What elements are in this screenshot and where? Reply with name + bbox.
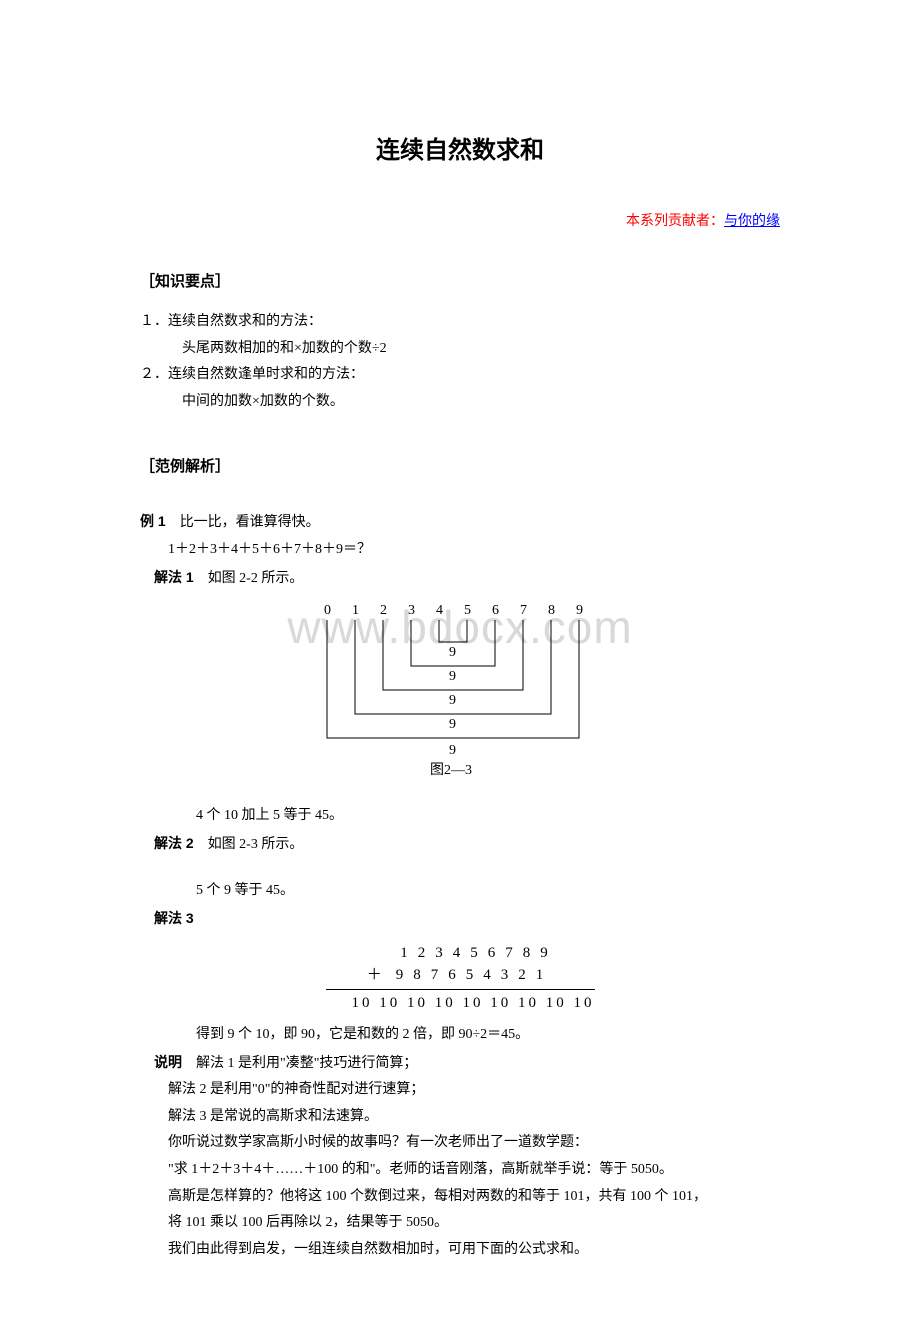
explain-line-4: 你听说过数学家高斯小时候的故事吗？有一次老师出了一道数学题： [168, 1130, 780, 1157]
svg-text:9: 9 [449, 743, 456, 758]
explain-line-3: 解法 3 是常说的高斯求和法速算。 [168, 1104, 780, 1131]
explain-line-7: 将 101 乘以 100 后再除以 2，结果等于 5050。 [168, 1210, 780, 1237]
addition-row-2: ＋987654321 [326, 964, 595, 990]
svg-text:8: 8 [548, 603, 555, 618]
svg-text:0: 0 [324, 603, 331, 618]
method-3-result: 得到 9 个 10，即 90，它是和数的 2 倍，即 90÷2＝45。 [196, 1022, 780, 1049]
svg-text:1: 1 [352, 603, 359, 618]
explain-line-8: 我们由此得到启发，一组连续自然数相加时，可用下面的公式求和。 [168, 1237, 780, 1264]
method-1: 解法 1 如图 2-2 所示。 [154, 564, 780, 593]
explain-line-6: 高斯是怎样算的？他将这 100 个数倒过来，每相对两数的和等于 101，共有 1… [168, 1184, 780, 1211]
addition-row-1: 123456789 [326, 942, 595, 965]
knowledge-point-1: １．连续自然数求和的方法： [140, 309, 780, 336]
knowledge-header: ［知识要点］ [140, 270, 780, 291]
method-2-result: 5 个 9 等于 45。 [196, 878, 780, 905]
knowledge-point-1-detail: 头尾两数相加的和×加数的个数÷2 [182, 336, 780, 363]
svg-text:4: 4 [436, 603, 443, 618]
svg-text:2: 2 [380, 603, 387, 618]
svg-text:7: 7 [520, 603, 527, 618]
figure-2-3: 0 1 2 3 4 5 6 7 8 9 [140, 600, 780, 795]
example-1-title: 例 1 比一比，看谁算得快。 [140, 508, 780, 537]
contributor-label: 本系列贡献者： [626, 212, 724, 228]
example-1-equation: 1＋2＋3＋4＋5＋6＋7＋8＋9＝？ [168, 537, 780, 564]
figure-caption: 图2—3 [430, 763, 472, 778]
contributor-link[interactable]: 与你的缘 [724, 214, 780, 229]
svg-text:9: 9 [449, 645, 456, 660]
svg-text:9: 9 [449, 717, 456, 732]
method-3: 解法 3 [154, 905, 780, 934]
explanation: 说明 解法 1 是利用"凑整"技巧进行简算； [154, 1049, 780, 1078]
svg-text:9: 9 [449, 693, 456, 708]
explain-line-2: 解法 2 是利用"0"的神奇性配对进行速算； [168, 1077, 780, 1104]
method-1-result: 4 个 10 加上 5 等于 45。 [196, 803, 780, 830]
svg-text:5: 5 [464, 603, 471, 618]
contributor-line: 本系列贡献者：与你的缘 [140, 210, 780, 230]
addition-figure: 123456789 ＋987654321 10 10 10 10 10 10 1… [140, 942, 780, 1015]
svg-text:9: 9 [576, 603, 583, 618]
knowledge-point-2-detail: 中间的加数×加数的个数。 [182, 389, 780, 416]
method-2: 解法 2 如图 2-3 所示。 [154, 830, 780, 859]
svg-text:6: 6 [492, 603, 499, 618]
examples-header: ［范例解析］ [140, 455, 780, 476]
page-title: 连续自然数求和 [140, 130, 780, 165]
svg-text:3: 3 [408, 603, 415, 618]
addition-row-3: 10 10 10 10 10 10 10 10 10 [326, 990, 595, 1015]
explain-line-5: "求 1＋2＋3＋4＋……＋100 的和"。老师的话音刚落，高斯就举手说：等于 … [168, 1157, 780, 1184]
knowledge-point-2: ２．连续自然数逢单时求和的方法： [140, 362, 780, 389]
svg-text:9: 9 [449, 669, 456, 684]
